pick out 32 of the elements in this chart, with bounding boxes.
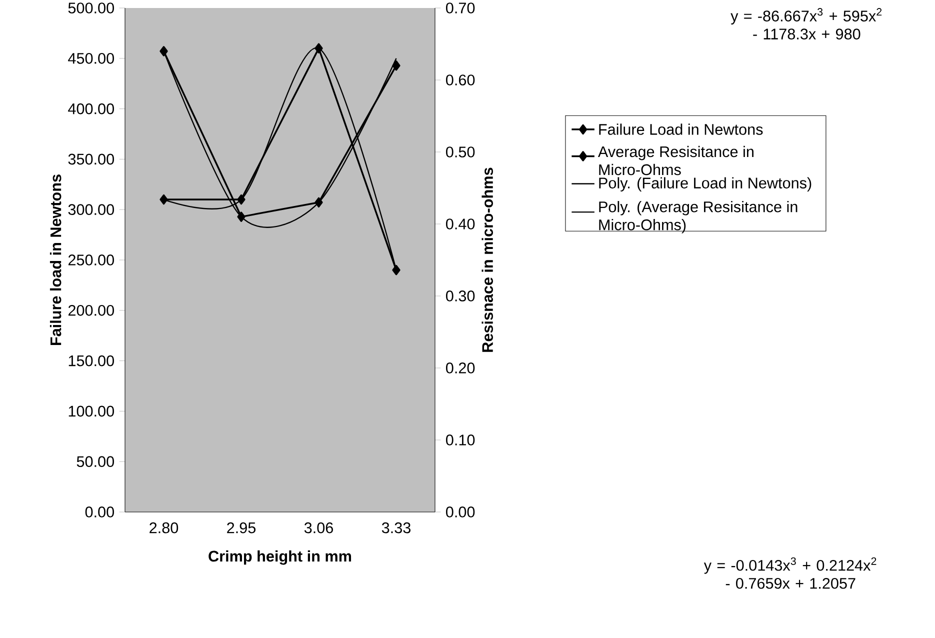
x-tick-label: 3.33 — [382, 522, 410, 534]
y-tick-label: 300.00 — [68, 204, 114, 216]
x-tick-label: 3.06 — [304, 522, 333, 534]
legend-label: Poly. (Average Resisitance in Micro-Ohms) — [599, 201, 798, 234]
x-tick-label: 2.80 — [150, 522, 178, 534]
legend-label: Average Resisitance in Micro-Ohms — [598, 146, 754, 176]
x-axis-title: Crimp height in mm — [208, 550, 352, 565]
y-tick-label: 500.00 — [68, 2, 114, 14]
text: y = -86.667x$^{3}$ + 595x$^{2}$ - 1178.3x + 980 — [730, 8, 882, 40]
y-tick-label: 400.00 — [68, 103, 114, 114]
y2-tick-label: 0.10 — [446, 434, 475, 446]
y-tick-label: 150.00 — [68, 355, 114, 366]
y-tick-label: 250.00 — [68, 254, 114, 266]
y-tick-label: 200.00 — [68, 304, 114, 316]
y2-tick-label: 0.70 — [446, 2, 475, 14]
y-tick-label: 450.00 — [68, 52, 114, 64]
legend-label: Poly. (Failure Load in Newtons) — [599, 177, 812, 192]
y2-tick-label: 0.40 — [446, 218, 475, 230]
y-tick-label: 100.00 — [68, 406, 114, 417]
x-tick-label: 2.95 — [227, 522, 256, 534]
y2-tick-label: 0.50 — [446, 146, 475, 158]
y2-tick-label: 0.30 — [446, 290, 475, 302]
y2-tick-label: 0.00 — [446, 506, 475, 518]
y-tick-label: 50.00 — [76, 456, 114, 468]
y2-tick-label: 0.60 — [446, 74, 475, 86]
text: y = -0.0143x$^{3}$ + 0.2124x$^{2}$ - 0.7659x + 1.2057 — [704, 557, 876, 589]
y-tick-label: 0.00 — [85, 506, 114, 518]
y-tick-label: 350.00 — [68, 154, 114, 165]
y-axis-title: Failure load in Newtons — [50, 174, 62, 346]
y2-tick-label: 0.20 — [446, 362, 475, 374]
y2-axis-title: Resisnace in micro-ohms — [482, 168, 493, 352]
legend-label: Failure Load in Newtons — [599, 124, 763, 135]
